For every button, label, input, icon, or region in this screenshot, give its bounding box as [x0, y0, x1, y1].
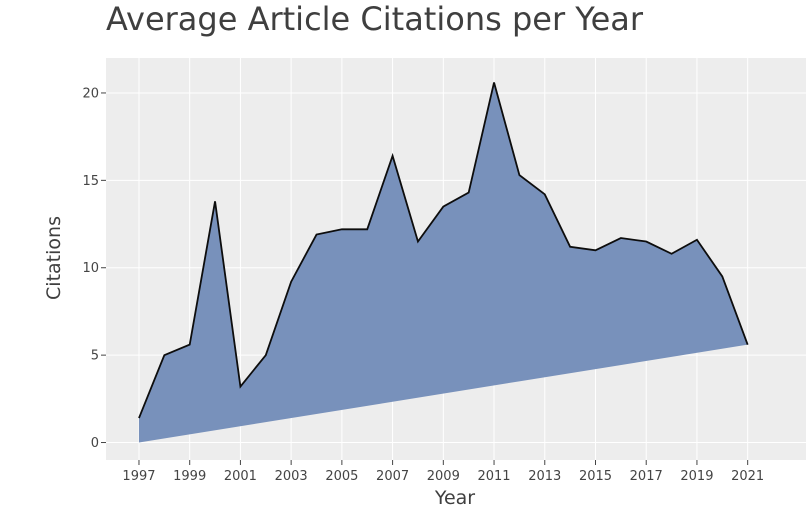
y-axis-ticks: 0 5 10 15 20 [82, 86, 106, 451]
x-axis-ticks: 1997 1999 2001 2003 2005 2007 2009 2011 2013 2015… [122, 460, 764, 484]
x-tick-label: 2013 [528, 469, 561, 484]
x-tick-label: 2021 [731, 469, 764, 484]
y-tick-label: 5 [91, 349, 99, 364]
x-tick-label: 2001 [224, 469, 257, 484]
x-tick-label: 2005 [325, 469, 358, 484]
x-tick-label: 2011 [477, 469, 510, 484]
x-axis-title: Year [434, 487, 475, 508]
x-tick-label: 1999 [173, 469, 206, 484]
x-tick-label: 2015 [579, 469, 612, 484]
x-tick-label: 1997 [122, 469, 155, 484]
x-tick-label: 2003 [275, 469, 308, 484]
y-tick-label: 15 [82, 174, 99, 189]
x-tick-label: 2017 [630, 469, 663, 484]
x-tick-label: 2007 [376, 469, 409, 484]
citations-line [138, 82, 749, 419]
x-tick-label: 2009 [427, 469, 460, 484]
chart-title: Average Article Citations per Year [106, 0, 644, 38]
y-axis-title: Citations [43, 216, 65, 300]
y-tick-label: 10 [82, 261, 99, 276]
citations-area [138, 82, 748, 443]
x-tick-label: 2019 [680, 469, 713, 484]
y-tick-label: 20 [82, 86, 99, 101]
y-tick-label: 0 [91, 436, 99, 451]
